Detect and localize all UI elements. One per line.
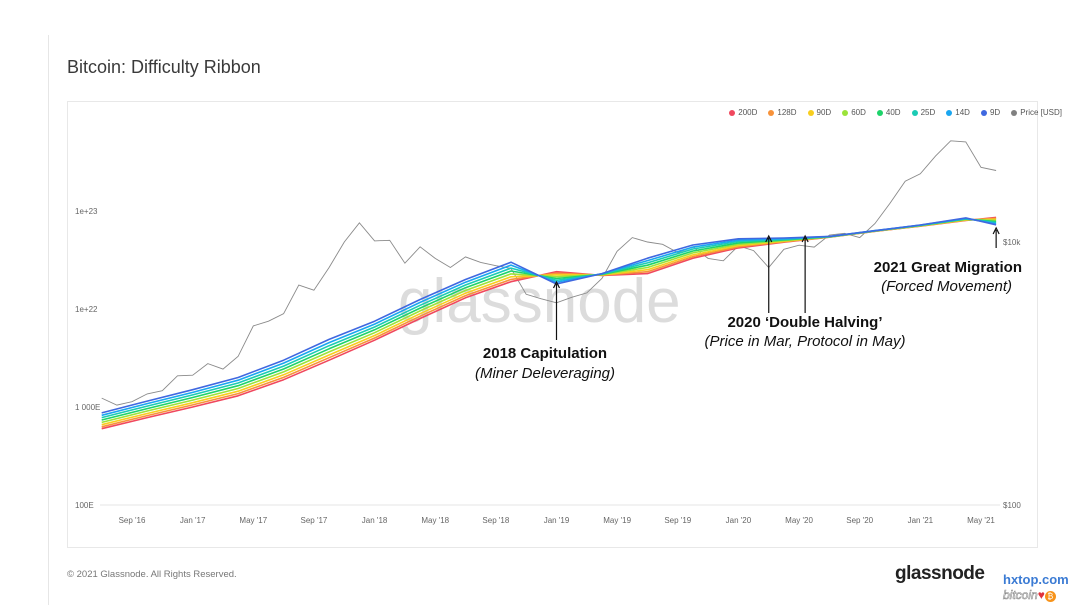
legend-item-200d[interactable]: 200D (729, 108, 757, 117)
y-left-tick-label: 100E (75, 501, 94, 510)
x-tick-label: Jan '17 (180, 516, 206, 525)
x-tick-label: Jan '20 (726, 516, 752, 525)
watermark-word: bitcoin (1003, 588, 1038, 603)
annotation-title: 2020 ‘Double Halving’ (727, 314, 882, 331)
x-tick-label: May '21 (967, 516, 995, 525)
legend-dot (768, 109, 775, 116)
watermark-site: hxtop.com (1003, 572, 1069, 587)
annotation-title: 2021 Great Migration (874, 259, 1022, 276)
legend-item-14d[interactable]: 14D (946, 108, 970, 117)
legend-item-60d[interactable]: 60D (842, 108, 866, 117)
legend-label: 128D (777, 108, 797, 117)
y-right-tick-label: $100 (1003, 501, 1021, 510)
x-tick-label: May '17 (239, 516, 267, 525)
legend-label: 90D (816, 108, 832, 117)
legend-item-40d[interactable]: 40D (876, 108, 901, 117)
legend-item-price-usd-[interactable]: Price [USD] (1011, 108, 1062, 117)
x-tick-label: Jan '18 (362, 516, 388, 525)
legend-dot (946, 109, 953, 116)
x-tick-label: May '20 (785, 516, 813, 525)
watermark-bitcoin: bitcoin♥ ₿ (1003, 588, 1056, 602)
heart-icon: ♥ (1037, 588, 1045, 602)
x-tick-label: Jan '21 (908, 516, 934, 525)
x-tick-label: Sep '17 (300, 516, 327, 525)
legend-label: 14D (955, 108, 970, 117)
y-left-tick-label: 1e+22 (75, 305, 98, 314)
legend-dot (1011, 109, 1018, 116)
x-tick-label: May '19 (603, 516, 631, 525)
legend-dot (807, 109, 814, 116)
annotation-subtitle: (Miner Deleveraging) (475, 365, 615, 382)
legend-item-9d[interactable]: 9D (980, 108, 1001, 117)
legend-item-25d[interactable]: 25D (911, 108, 936, 117)
annotation-subtitle: (Price in Mar, Protocol in May) (705, 333, 906, 350)
legend-label: 200D (738, 108, 758, 117)
arrow-head-icon (992, 226, 1000, 235)
annotation-title: 2018 Capitulation (483, 345, 607, 362)
legend-label: 25D (920, 108, 936, 117)
x-tick-label: Sep '16 (119, 516, 146, 525)
legend-label: 60D (851, 108, 866, 117)
page-divider (48, 35, 49, 605)
arrow-head-icon (765, 234, 773, 243)
x-tick-label: May '18 (421, 516, 449, 525)
legend-dot (980, 109, 987, 116)
y-right-tick-label: $10k (1003, 238, 1021, 247)
legend-dot (842, 109, 849, 116)
copyright-text: © 2021 Glassnode. All Rights Reserved. (67, 569, 237, 580)
legend-dot (729, 109, 736, 116)
y-left-tick-label: 1 000E (75, 403, 100, 412)
arrow-head-icon (801, 234, 809, 243)
x-tick-label: Sep '18 (482, 516, 509, 525)
x-tick-label: Jan '19 (544, 516, 570, 525)
legend-dot (876, 109, 883, 116)
watermark-glassnode: glassnode (398, 267, 681, 336)
legend-label: 9D (989, 108, 1001, 117)
legend-label: 40D (885, 108, 901, 117)
bitcoin-icon: ₿ (1044, 591, 1056, 602)
arrow-head-icon (552, 280, 561, 289)
x-tick-label: Sep '20 (846, 516, 873, 525)
y-left-tick-label: 1e+23 (75, 207, 98, 216)
legend-item-90d[interactable]: 90D (807, 108, 832, 117)
chart-legend: 200D 128D 90D 60D 40D 25D 14D 9D Price [USD] (729, 108, 1062, 117)
chart-panel (67, 101, 1038, 548)
glassnode-logo: glassnode (895, 563, 985, 584)
legend-item-128d[interactable]: 128D (768, 108, 797, 117)
legend-label: Price [USD] (1020, 108, 1062, 117)
x-tick-label: Sep '19 (664, 516, 691, 525)
annotation-subtitle: (Forced Movement) (881, 278, 1012, 295)
page-title: Bitcoin: Difficulty Ribbon (67, 57, 261, 77)
legend-dot (911, 109, 918, 116)
